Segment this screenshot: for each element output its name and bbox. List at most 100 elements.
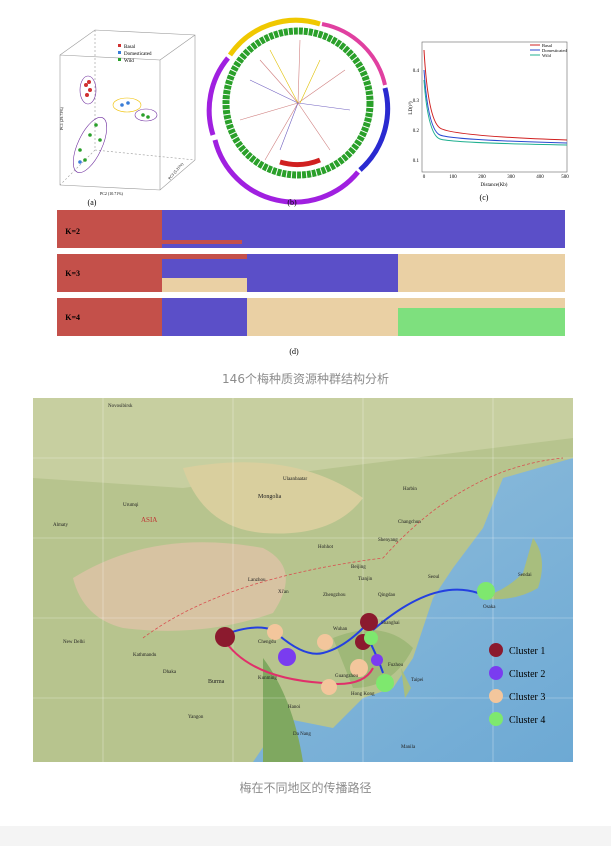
tick-label: 0 bbox=[423, 175, 426, 180]
legend-label: Cluster 1 bbox=[509, 646, 545, 657]
graphic bbox=[364, 631, 378, 645]
graphic bbox=[321, 22, 387, 86]
graphic bbox=[78, 101, 130, 164]
graphic bbox=[247, 298, 398, 336]
graphic bbox=[142, 457, 564, 639]
graphic bbox=[376, 674, 394, 692]
graphic bbox=[118, 51, 121, 54]
graphic bbox=[83, 158, 87, 162]
graphic bbox=[78, 113, 150, 162]
graphic bbox=[33, 398, 573, 762]
graphic bbox=[489, 643, 503, 657]
graphic bbox=[88, 88, 92, 92]
map-label: Manila bbox=[401, 745, 416, 750]
tick-label: 0.1 bbox=[413, 159, 420, 164]
graphic bbox=[118, 44, 121, 47]
map-label: Harbin bbox=[403, 487, 417, 492]
graphic bbox=[222, 27, 374, 179]
tick-label: 200 bbox=[478, 175, 486, 180]
panel-label: (c) bbox=[480, 193, 489, 202]
graphic bbox=[98, 138, 102, 142]
graphic bbox=[239, 39, 346, 161]
graphic bbox=[358, 87, 391, 172]
graphic bbox=[120, 103, 124, 107]
map-label: ASIA bbox=[141, 516, 157, 524]
graphic bbox=[78, 148, 82, 152]
k-label: K=2 bbox=[65, 227, 80, 236]
graphic bbox=[278, 648, 296, 666]
graphic: 0.1 0.2 0.3 0.4 bbox=[413, 69, 420, 164]
map-label: Burma bbox=[208, 679, 225, 685]
map-label: Fuzhou bbox=[388, 663, 404, 668]
map-label: Shanghai bbox=[381, 621, 400, 626]
graphic bbox=[279, 157, 321, 168]
graphic bbox=[94, 123, 98, 127]
legend-label: Cluster 2 bbox=[509, 669, 545, 680]
map-label: Beijing bbox=[351, 565, 366, 570]
map-label: Osaka bbox=[483, 605, 496, 610]
graphic: Cluster 1 Cluster 2 Cluster 3 Cluster 4 bbox=[509, 646, 545, 726]
tick-label: 300 bbox=[507, 175, 515, 180]
graphic bbox=[162, 210, 242, 240]
legend-label: Cluster 3 bbox=[509, 692, 545, 703]
ld-plot bbox=[421, 41, 568, 173]
graphic bbox=[78, 160, 82, 164]
map-label: Lanzhou bbox=[248, 578, 266, 583]
axis-label: LD(r²) bbox=[408, 101, 414, 114]
graphic bbox=[421, 41, 568, 173]
legend-label: Wild bbox=[542, 53, 552, 58]
graphic bbox=[489, 666, 503, 680]
structure-plot bbox=[57, 210, 565, 336]
tick-label: 0.3 bbox=[413, 99, 420, 104]
graphic bbox=[162, 278, 247, 292]
panel-label: (b) bbox=[287, 198, 297, 207]
map-label: Hong Kong bbox=[351, 692, 375, 697]
graphic bbox=[423, 49, 568, 141]
graphic bbox=[183, 462, 363, 534]
graphic bbox=[227, 17, 321, 57]
graphic bbox=[477, 582, 495, 600]
graphic bbox=[371, 654, 383, 666]
graphic bbox=[222, 637, 374, 685]
graphic bbox=[72, 117, 108, 173]
graphic bbox=[57, 254, 162, 292]
graphic bbox=[212, 139, 360, 205]
map-label: Almaty bbox=[53, 523, 68, 528]
graphic bbox=[87, 80, 91, 84]
graphic bbox=[215, 627, 235, 647]
graphic bbox=[206, 56, 230, 136]
graphic bbox=[317, 634, 333, 650]
legend bbox=[489, 643, 503, 726]
caption: 146个梅种质资源种群结构分析 bbox=[222, 372, 389, 386]
graphic bbox=[423, 79, 568, 146]
graphic bbox=[489, 689, 503, 703]
map-label: Taipei bbox=[411, 678, 424, 683]
graphic bbox=[321, 679, 337, 695]
graphic bbox=[85, 93, 89, 97]
graphic: ASIA Mongolia Ulaanbaatar Beijing Tianji… bbox=[53, 404, 532, 750]
cluster-nodes bbox=[215, 582, 495, 695]
graphic bbox=[269, 49, 321, 104]
legend-label: Domesticated bbox=[542, 48, 567, 53]
map-label: New Delhi bbox=[63, 640, 85, 645]
graphic bbox=[134, 108, 158, 122]
map-label: Ulaanbaatar bbox=[283, 477, 307, 482]
graphic bbox=[59, 30, 196, 186]
graphic bbox=[88, 133, 92, 137]
map-label: Urumqi bbox=[123, 503, 139, 508]
graphic bbox=[398, 298, 565, 308]
pca-plot bbox=[59, 29, 196, 191]
graphic bbox=[118, 58, 121, 61]
footer-band bbox=[0, 826, 611, 846]
map-label: Zhengzhou bbox=[323, 593, 346, 598]
axis-label: PC1 (29.73%) bbox=[59, 106, 64, 130]
map-label: Tianjin bbox=[358, 577, 373, 582]
legend-label: Cluster 4 bbox=[509, 715, 545, 726]
graphic bbox=[84, 80, 92, 97]
tick-label: 0.4 bbox=[413, 69, 420, 74]
graphic bbox=[141, 113, 145, 117]
map-label: Novosibirsk bbox=[108, 404, 133, 409]
tick-label: 400 bbox=[536, 175, 544, 180]
graphic bbox=[267, 624, 283, 640]
